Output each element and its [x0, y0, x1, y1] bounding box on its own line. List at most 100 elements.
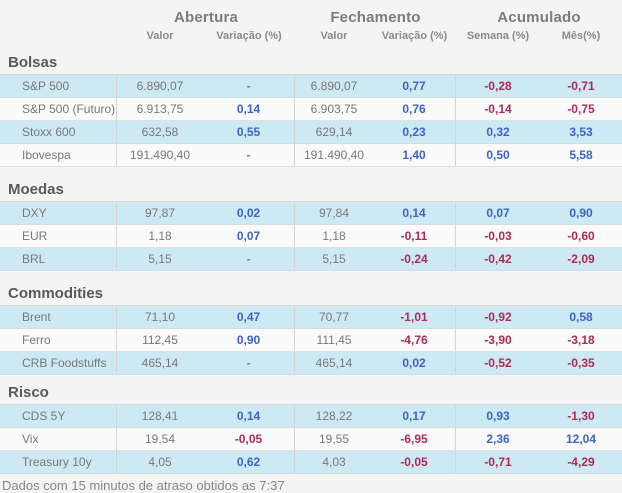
table-cell: 6.903,75 — [310, 102, 358, 116]
section: Commodities Brent 71,10 0,47 70,77 -1,01 -0,92… — [0, 284, 622, 375]
table-cell: -0,05 — [203, 428, 295, 450]
section: Bolsas S&P 500 6.890,07 - 6.890,07 0,77 -0,28 -… — [0, 53, 622, 167]
column-subheader-row: Valor Variação (%) Valor Variação (%) Se… — [0, 27, 622, 49]
table-cell: 0,02 — [373, 352, 456, 374]
table-cell: -0,52 — [484, 356, 512, 370]
table-cell: 0,47 — [203, 306, 295, 328]
table-cell: 5,15 — [148, 252, 172, 266]
row-label: S&P 500 — [0, 75, 117, 97]
table-cell: -4,29 — [567, 455, 595, 469]
table-cell: 191.490,40 — [129, 148, 191, 162]
row-label: S&P 500 (Futuro) — [0, 98, 117, 120]
table-cell: 0,93 — [486, 409, 510, 423]
table-cell: 128,22 — [315, 409, 353, 423]
table-cell: 1,40 — [373, 144, 456, 166]
table-cell: -0,42 — [484, 252, 512, 266]
row-label: Stoxx 600 — [0, 121, 117, 143]
section: Risco CDS 5Y 128,41 0,14 128,22 0,17 0,93 -1,30… — [0, 383, 622, 474]
table-cell: -0,03 — [484, 229, 512, 243]
group-header-spacer — [0, 8, 117, 27]
table-cell: 4,05 — [148, 455, 172, 469]
table-cell: 0,02 — [203, 202, 295, 224]
table-cell: 6.890,07 — [310, 79, 358, 93]
subheader-valor-fechamento: Valor — [320, 30, 348, 42]
row-label: DXY — [0, 202, 117, 224]
table-row: CRB Foodstuffs 465,14 - 465,14 0,02 -0,52 -0,3… — [0, 352, 622, 375]
table-cell: 465,14 — [315, 356, 353, 370]
table-cell: 0,07 — [203, 225, 295, 247]
table-cell: 0,14 — [203, 98, 295, 120]
table-row: BRL 5,15 - 5,15 -0,24 -0,42 -2,09 — [0, 248, 622, 271]
table-cell: 0,62 — [203, 451, 295, 473]
column-group-header-row: Abertura Fechamento Acumulado — [0, 0, 622, 27]
section-title: Commodities — [8, 285, 104, 302]
group-header-acumulado: Acumulado — [497, 9, 581, 26]
table-cell: 0,23 — [373, 121, 456, 143]
row-label: CRB Foodstuffs — [0, 352, 117, 374]
table-cell: 0,17 — [373, 405, 456, 427]
table-row: Brent 71,10 0,47 70,77 -1,01 -0,92 0,58 — [0, 306, 622, 329]
table-cell: -0,60 — [567, 229, 595, 243]
table-row: EUR 1,18 0,07 1,18 -0,11 -0,03 -0,60 — [0, 225, 622, 248]
subheader-semana: Semana (%) — [466, 30, 530, 42]
table-cell: -0,35 — [567, 356, 595, 370]
row-label: Treasury 10y — [0, 451, 117, 473]
table-cell: -0,05 — [373, 451, 456, 473]
table-row: S&P 500 6.890,07 - 6.890,07 0,77 -0,28 -0,71 — [0, 75, 622, 98]
table-row: Vix 19,54 -0,05 19,55 -6,95 2,36 12,04 — [0, 428, 622, 451]
table-cell: -0,71 — [567, 79, 595, 93]
table-cell: 6.913,75 — [136, 102, 184, 116]
table-cell: -1,30 — [567, 409, 595, 423]
table-cell: -0,11 — [373, 225, 456, 247]
delay-note: Dados com 15 minutos de atraso obtidos a… — [2, 478, 285, 493]
table-cell: 0,90 — [203, 329, 295, 351]
table-cell: 71,10 — [144, 310, 176, 324]
table-cell: 629,14 — [315, 125, 353, 139]
table-cell: 12,04 — [565, 432, 597, 446]
table-cell: 5,58 — [569, 148, 593, 162]
table-cell: -0,92 — [484, 310, 512, 324]
row-label: Brent — [0, 306, 117, 328]
table-row: Ibovespa 191.490,40-191.490,40 1,40 0,50 5,5… — [0, 144, 622, 167]
table-cell: -0,28 — [484, 79, 512, 93]
subheader-valor-abertura: Valor — [146, 30, 174, 42]
table-row: CDS 5Y 128,41 0,14 128,22 0,17 0,93 -1,30 — [0, 405, 622, 428]
table-cell: - — [203, 352, 295, 374]
group-header-abertura: Abertura — [173, 9, 239, 26]
table-cell: 19,55 — [318, 432, 350, 446]
table-row: S&P 500 (Futuro) 6.913,75 0,14 6.903,75 0,76… — [0, 98, 622, 121]
table-cell: 128,41 — [141, 409, 179, 423]
subheader-mes: Mês(%) — [561, 30, 601, 42]
table-cell: 0,14 — [373, 202, 456, 224]
table-cell: -0,75 — [567, 102, 595, 116]
table-cell: 0,58 — [569, 310, 593, 324]
table-cell: 632,58 — [141, 125, 179, 139]
table-cell: 0,90 — [569, 206, 593, 220]
table-cell: - — [203, 75, 295, 97]
subheader-spacer — [0, 27, 117, 49]
section-title: Risco — [8, 384, 49, 401]
table-cell: 97,84 — [318, 206, 350, 220]
table-cell: 97,87 — [144, 206, 176, 220]
table-cell: -0,14 — [484, 102, 512, 116]
table-cell: 6.890,07 — [136, 79, 184, 93]
table-cell: 0,76 — [373, 98, 456, 120]
table-cell: 5,15 — [322, 252, 346, 266]
table-cell: 2,36 — [486, 432, 510, 446]
table-cell: -4,76 — [373, 329, 456, 351]
table-cell: -6,95 — [373, 428, 456, 450]
row-label: Ibovespa — [0, 144, 117, 166]
table-cell: 0,14 — [203, 405, 295, 427]
table-row: Ferro 112,45 0,90 111,45 -4,76 -3,90 -3,18 — [0, 329, 622, 352]
table-cell: 465,14 — [141, 356, 179, 370]
table-row: Stoxx 600 632,58 0,55 629,14 0,23 0,32 3,53 — [0, 121, 622, 144]
table-cell: 0,07 — [486, 206, 510, 220]
table-cell: 0,55 — [203, 121, 295, 143]
table-cell: 0,32 — [486, 125, 510, 139]
table-cell: 1,18 — [148, 229, 172, 243]
subheader-variacao-abertura: Variação (%) — [216, 30, 282, 42]
table-cell: 3,53 — [569, 125, 593, 139]
table-cell: -3,18 — [567, 333, 595, 347]
table-cell: 1,18 — [322, 229, 346, 243]
